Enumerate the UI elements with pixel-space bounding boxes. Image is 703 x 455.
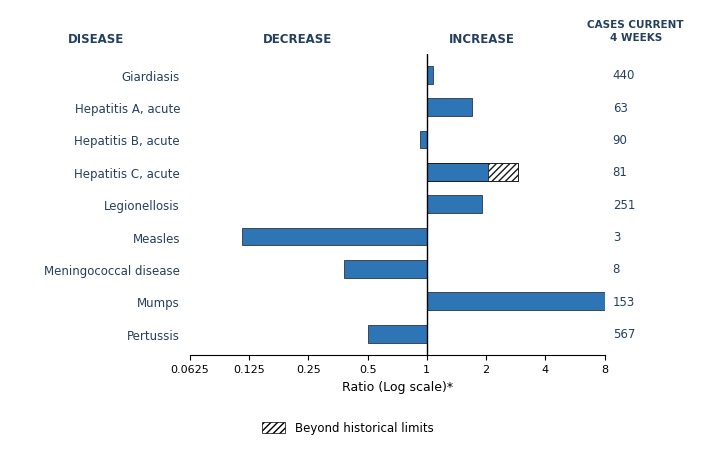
Text: 63: 63 [613, 101, 628, 114]
Text: 3: 3 [613, 231, 620, 243]
Text: 440: 440 [613, 69, 635, 82]
Bar [344, 260, 427, 278]
Bar [427, 164, 488, 182]
X-axis label: Ratio (Log scale)*: Ratio (Log scale)* [342, 380, 453, 393]
Text: 8: 8 [613, 263, 620, 276]
Text: 81: 81 [613, 166, 628, 179]
Bar [488, 164, 518, 182]
Text: CASES CURRENT
4 WEEKS: CASES CURRENT 4 WEEKS [588, 20, 684, 43]
Bar [427, 99, 472, 117]
Text: DISEASE: DISEASE [67, 33, 124, 46]
Bar [427, 293, 605, 310]
Bar [420, 131, 427, 149]
Text: 90: 90 [613, 134, 628, 147]
Bar [368, 325, 427, 343]
Legend: Beyond historical limits: Beyond historical limits [257, 417, 438, 439]
Bar [427, 164, 518, 182]
Bar [242, 228, 427, 246]
Text: 153: 153 [613, 295, 635, 308]
Text: INCREASE: INCREASE [449, 33, 515, 46]
Text: 567: 567 [613, 328, 635, 340]
Bar [427, 196, 482, 214]
Bar [427, 67, 434, 85]
Text: DECREASE: DECREASE [263, 33, 333, 46]
Bar [427, 164, 518, 182]
Text: 251: 251 [613, 198, 635, 211]
